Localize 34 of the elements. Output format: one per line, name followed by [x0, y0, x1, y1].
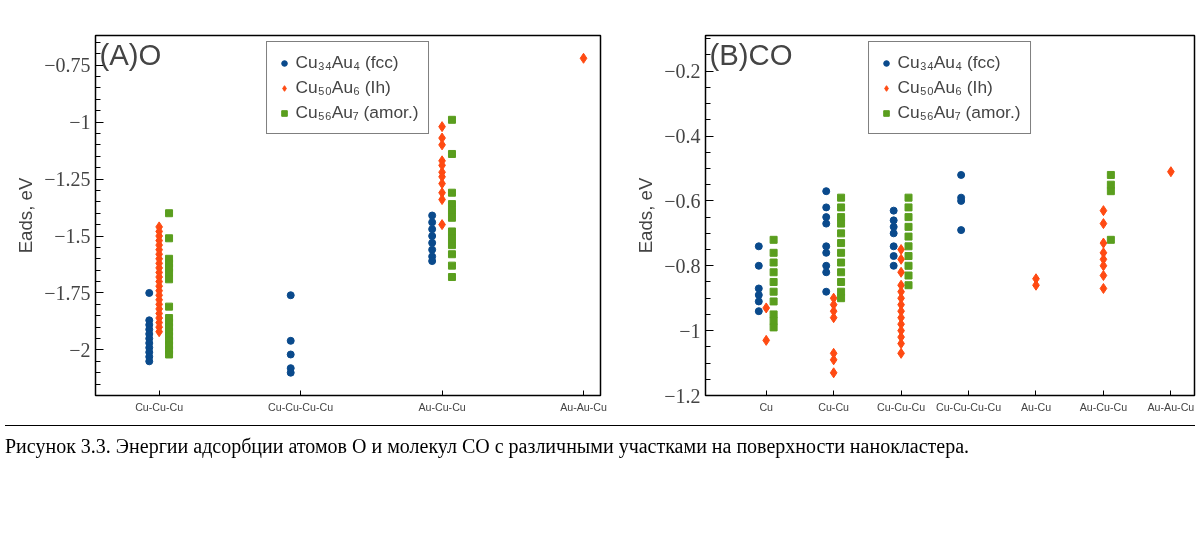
y-tick-label: −0.8 [664, 254, 701, 277]
y-tick-label: −0.4 [664, 125, 701, 148]
legend-label: Cu₅₀Au₆ (Ih) [897, 77, 993, 98]
x-tick-label: Cu [759, 400, 774, 413]
y-tick-label: −2 [69, 338, 91, 361]
chart-title: (A)O [99, 37, 162, 71]
x-tick-label: Cu-Cu [818, 400, 850, 413]
y-tick-label: −0.75 [44, 54, 91, 77]
x-tick-label: Au-Cu-Cu [1079, 400, 1128, 413]
y-tick-label: −0.2 [664, 60, 701, 83]
y-tick-label: −1.2 [664, 384, 701, 407]
legend-label: Cu₅₀Au₆ (Ih) [295, 77, 391, 98]
y-tick-label: −1.25 [44, 168, 91, 191]
legend-label: Cu₅₆Au₇ (amor.) [897, 102, 1021, 123]
y-axis-title: Eads, eV [635, 177, 657, 254]
y-tick-label: −1.75 [44, 281, 91, 304]
x-tick-label: Cu-Cu-Cu-Cu [268, 400, 334, 413]
y-tick-label: −1 [679, 319, 701, 342]
x-tick-label: Cu-Cu-Cu [135, 400, 184, 413]
y-tick-label: −1.5 [54, 225, 91, 248]
x-tick-label: Au-Au-Cu [560, 400, 607, 413]
text: Рисунок 3.3. Энергии адсорбции атомов О и молекул СО с различными участками на поверхности нанокластера. [5, 434, 970, 460]
legend-label: Cu₃₄Au₄ (fcc) [295, 52, 399, 73]
y-tick-label: −1 [69, 111, 91, 134]
x-tick-label: Au-Au-Cu [1147, 400, 1195, 413]
legend-label: Cu₅₆Au₇ (amor.) [295, 102, 419, 123]
x-tick-label: Cu-Cu-Cu [877, 400, 926, 413]
x-tick-label: Au-Cu [1020, 400, 1052, 413]
legend-label: Cu₃₄Au₄ (fcc) [897, 52, 1001, 73]
x-tick-label: Au-Cu-Cu [418, 400, 466, 413]
y-tick-label: −0.6 [664, 189, 701, 212]
chart-title: (B)CO [709, 37, 793, 71]
x-tick-label: Cu-Cu-Cu-Cu [935, 400, 1002, 413]
y-axis-title: Eads, eV [15, 177, 37, 254]
